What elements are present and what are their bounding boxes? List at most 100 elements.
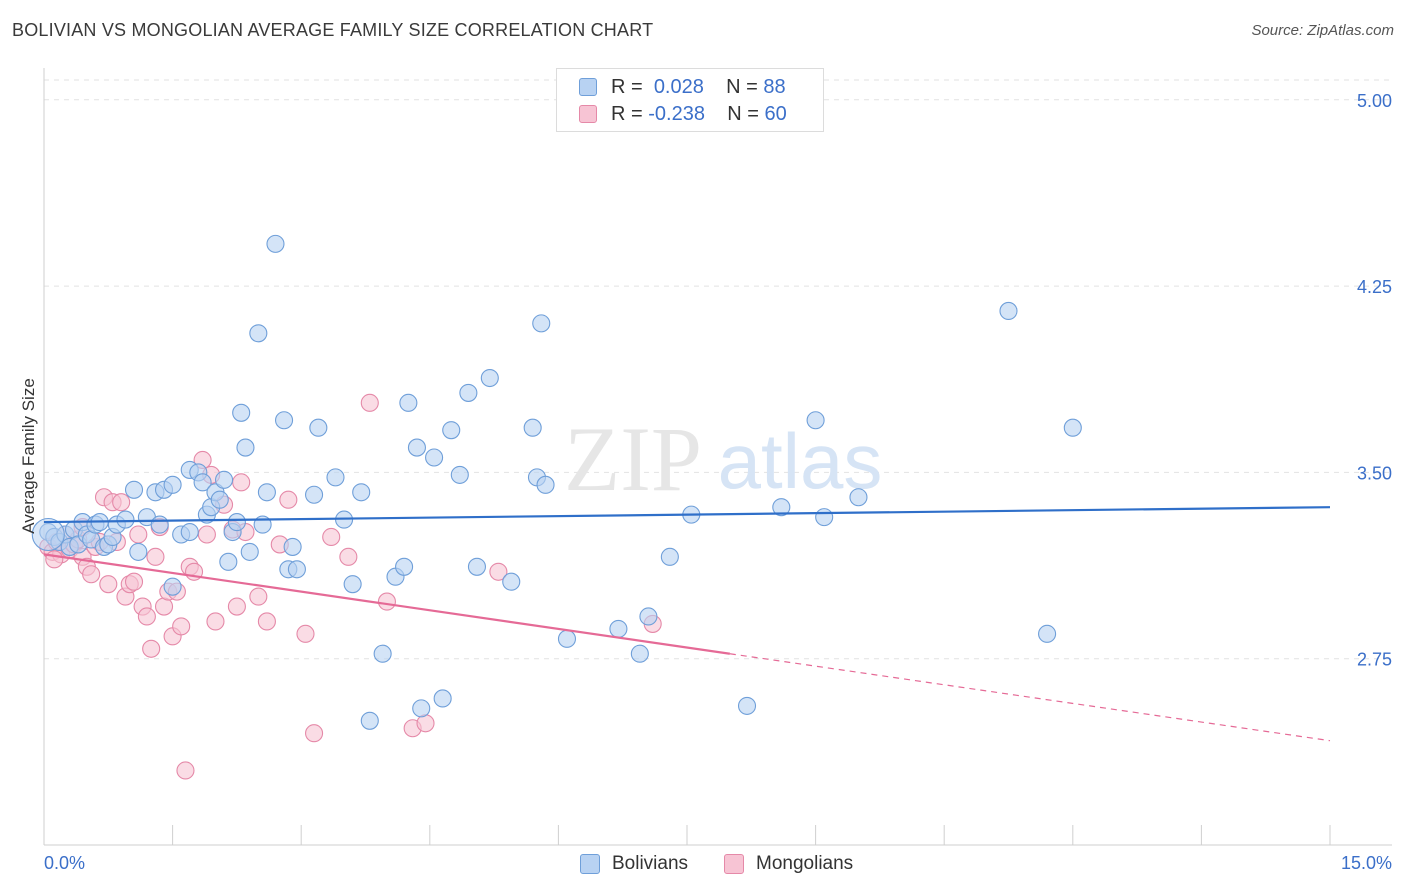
- bolivian-point: [163, 577, 182, 596]
- legend-item-bolivians[interactable]: Bolivians: [580, 851, 688, 877]
- bolivian-point: [352, 483, 371, 502]
- x-tick-label-min: 0.0%: [44, 853, 85, 873]
- mongolian-point: [227, 597, 246, 616]
- bolivian-point: [502, 572, 521, 591]
- y-tick-label: 5.00: [1357, 91, 1392, 111]
- bolivian-point: [240, 542, 259, 561]
- bolivian-point: [124, 480, 144, 499]
- legend-swatch-bolivians: [580, 854, 600, 874]
- mongolian-point: [249, 587, 268, 606]
- bolivian-point: [399, 393, 418, 412]
- bolivian-point: [232, 403, 251, 422]
- legend-item-mongolians[interactable]: Mongolians: [724, 851, 853, 877]
- legend-label-bolivians: Bolivians: [612, 853, 689, 874]
- bolivian-point: [180, 522, 199, 542]
- bolivian-point: [523, 418, 542, 437]
- bolivian-point: [193, 473, 212, 492]
- bolivian-point: [150, 515, 169, 534]
- bolivians-trend-line: [43, 506, 1331, 524]
- bolivian-point: [772, 498, 791, 517]
- bolivian-point: [467, 557, 487, 576]
- mongolian-point: [124, 572, 144, 591]
- legend-swatch-pink: [579, 105, 597, 123]
- bolivian-point: [219, 552, 238, 571]
- bolivian-point: [227, 513, 246, 532]
- gridlines: [44, 79, 1392, 660]
- mongolian-point: [172, 617, 191, 636]
- legend-n-label: N =: [726, 75, 758, 98]
- mongolian-point: [45, 550, 64, 569]
- bolivian-point: [249, 324, 268, 343]
- bolivian-point: [283, 537, 302, 556]
- mongolian-point: [137, 607, 156, 626]
- mongolian-point: [296, 624, 315, 643]
- mongolian-point: [82, 565, 101, 584]
- bolivian-point-cluster: [31, 517, 65, 552]
- bolivian-point: [480, 368, 499, 388]
- legend-swatch-mongolians: [724, 854, 744, 874]
- bolivian-point: [532, 314, 551, 333]
- mongolian-point: [232, 473, 251, 492]
- bolivian-point: [459, 383, 478, 402]
- bolivian-point: [275, 411, 294, 430]
- mongolian-point: [305, 724, 324, 743]
- bolivian-point: [236, 438, 255, 457]
- legend-label-mongolians: Mongolians: [756, 853, 854, 874]
- x-tick-label-max: 15.0%: [1341, 853, 1392, 873]
- bolivian-point: [129, 542, 148, 561]
- bolivian-point: [360, 711, 379, 730]
- y-tick-labels: 2.75 3.50 4.25 5.00: [1357, 91, 1392, 670]
- bolivian-point: [815, 508, 834, 527]
- legend-r-label: R =: [611, 75, 643, 98]
- y-tick-label: 2.75: [1357, 650, 1392, 670]
- bolivian-point: [266, 234, 285, 253]
- bolivian-point: [557, 629, 577, 648]
- bolivian-point: [1063, 418, 1082, 437]
- bolivian-point: [849, 488, 868, 507]
- mongolian-point: [322, 527, 341, 547]
- y-axis-label: Average Family Size: [19, 378, 38, 534]
- bolivian-point: [806, 411, 825, 430]
- mongolian-point: [339, 547, 358, 566]
- legend-row-mongolians: R = -0.238 N = 60: [579, 101, 787, 127]
- legend-n-label: N =: [727, 102, 759, 125]
- mongolian-point: [146, 547, 165, 566]
- bolivian-point: [305, 485, 324, 504]
- y-tick-label: 3.50: [1357, 463, 1392, 483]
- mongolian-point: [360, 393, 379, 412]
- watermark-zip: ZIP: [564, 408, 702, 510]
- bolivian-point: [210, 490, 229, 509]
- legend-n-value: 88: [763, 75, 786, 98]
- bolivian-point: [450, 465, 469, 484]
- bolivian-point: [442, 421, 461, 440]
- mongolian-point: [197, 525, 216, 544]
- bolivian-point: [326, 468, 345, 487]
- legend-swatch-blue: [579, 78, 597, 96]
- bolivian-point: [287, 560, 306, 579]
- mongolian-point: [99, 575, 118, 594]
- bolivian-point: [163, 475, 182, 494]
- legend-n-value: 60: [764, 102, 787, 125]
- mongolian-point: [257, 612, 276, 631]
- axes: [43, 68, 1392, 846]
- bolivian-point: [737, 696, 757, 715]
- series-bolivians-points: [31, 234, 1082, 730]
- mongolian-point: [142, 639, 161, 658]
- bolivian-point: [1038, 624, 1057, 643]
- bolivian-point: [433, 689, 452, 708]
- correlation-legend: R = 0.028 N = 88 R = -0.238 N = 60: [556, 68, 824, 132]
- bolivian-point: [407, 438, 426, 457]
- bolivian-point: [309, 418, 328, 437]
- legend-r-value: 0.028: [653, 75, 704, 98]
- bolivian-point: [660, 547, 679, 566]
- trend-lines: [43, 506, 1331, 742]
- legend-r-label: R =: [611, 102, 643, 125]
- legend-r-value: -0.238: [648, 102, 705, 125]
- mongolian-point: [489, 562, 508, 581]
- mongolians-trend-line: [43, 553, 731, 655]
- legend-row-bolivians: R = 0.028 N = 88: [579, 74, 786, 100]
- bolivian-point: [214, 470, 234, 489]
- y-tick-label: 4.25: [1357, 277, 1392, 297]
- mongolian-point: [206, 612, 225, 631]
